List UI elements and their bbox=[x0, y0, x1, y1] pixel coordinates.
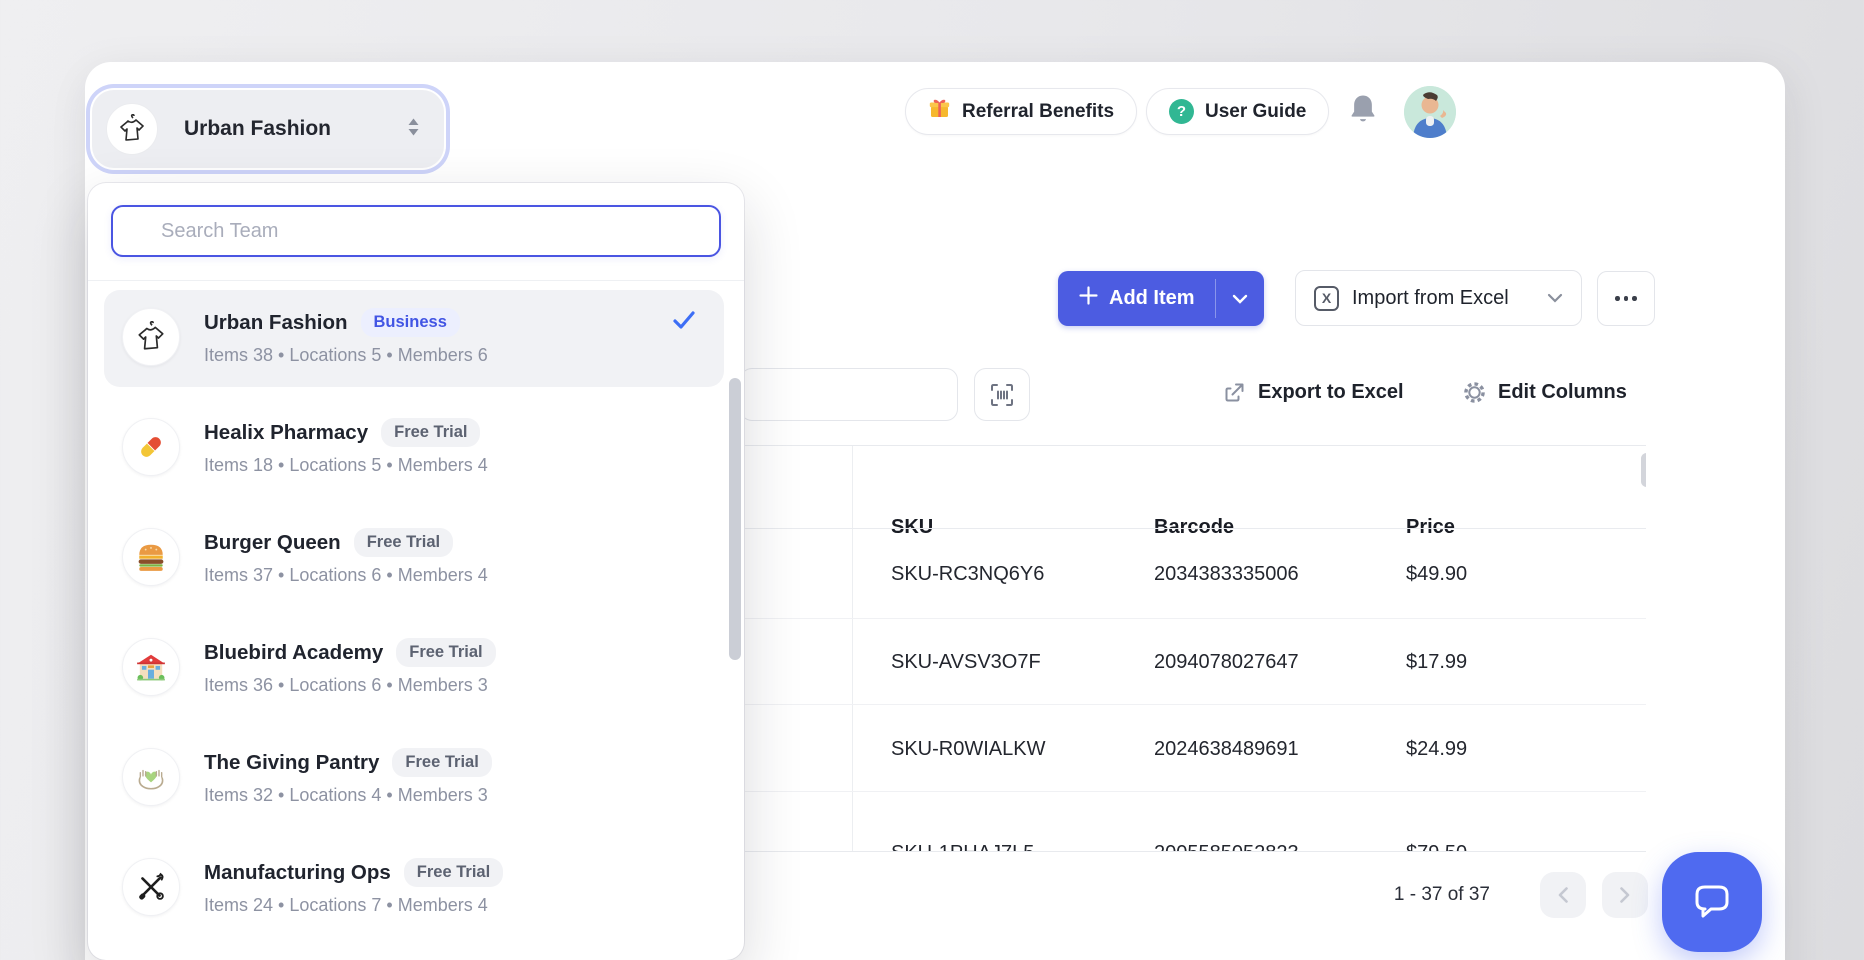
team-dropdown-panel: Urban Fashion Business Items 38 • Locati… bbox=[88, 183, 744, 960]
giving-hands-icon bbox=[122, 748, 180, 806]
team-item-urban-fashion[interactable]: Urban Fashion Business Items 38 • Locati… bbox=[104, 290, 724, 387]
add-item-split-button: Add Item bbox=[1058, 271, 1264, 326]
plus-icon bbox=[1078, 285, 1099, 312]
team-switcher-label: Urban Fashion bbox=[184, 117, 332, 140]
chevron-right-icon bbox=[1620, 887, 1630, 903]
question-icon: ? bbox=[1169, 99, 1194, 124]
chat-launcher-button[interactable] bbox=[1662, 852, 1762, 952]
edit-columns-button[interactable]: Edit Columns bbox=[1462, 380, 1627, 405]
more-actions-button[interactable] bbox=[1597, 271, 1655, 326]
barcode-icon bbox=[991, 383, 1013, 406]
table-scrollbar[interactable] bbox=[1641, 453, 1646, 487]
tshirt-icon bbox=[122, 308, 180, 366]
cell-barcode: 2024638489691 bbox=[1154, 738, 1299, 760]
team-item-healix-pharmacy[interactable]: Healix Pharmacy Free Trial Items 18 • Lo… bbox=[104, 400, 724, 497]
cell-barcode: 2005585052823 bbox=[1154, 842, 1299, 851]
header-divider bbox=[745, 528, 1646, 529]
team-item-manufacturing-ops[interactable]: Manufacturing Ops Free Trial Items 24 • … bbox=[104, 840, 724, 937]
team-name: Healix Pharmacy bbox=[204, 420, 369, 444]
referral-benefits-button[interactable]: Referral Benefits bbox=[905, 88, 1138, 135]
plan-badge: Free Trial bbox=[396, 638, 496, 667]
team-name: Burger Queen bbox=[204, 530, 341, 554]
gift-icon bbox=[928, 97, 951, 126]
cell-sku: SKU-R0WIALKW bbox=[891, 738, 1046, 760]
cell-price: $17.99 bbox=[1406, 651, 1468, 673]
cell-price: $49.90 bbox=[1406, 563, 1468, 585]
tshirt-icon bbox=[106, 103, 158, 155]
burger-icon bbox=[122, 528, 180, 586]
team-name: Bluebird Academy bbox=[204, 640, 384, 664]
import-from-excel-label: Import from Excel bbox=[1352, 286, 1509, 309]
barcode-scan-button[interactable] bbox=[974, 368, 1030, 421]
selected-check-icon bbox=[673, 311, 695, 329]
gear-icon bbox=[1464, 382, 1485, 403]
cell-sku: SKU-AVSV3O7F bbox=[891, 651, 1041, 673]
school-icon bbox=[122, 638, 180, 696]
team-stats: Items 24 • Locations 7 • Members 4 bbox=[204, 895, 488, 915]
user-guide-button[interactable]: ? User Guide bbox=[1146, 88, 1330, 135]
team-name: The Giving Pantry bbox=[204, 750, 380, 774]
notifications-bell-icon[interactable] bbox=[1346, 92, 1380, 133]
tools-icon bbox=[122, 858, 180, 916]
previous-page-button[interactable] bbox=[1540, 872, 1586, 918]
select-arrows-icon bbox=[407, 117, 420, 142]
import-from-excel-button[interactable]: X Import from Excel bbox=[1295, 270, 1582, 326]
dropdown-scrollbar[interactable] bbox=[729, 378, 741, 660]
chevron-down-icon bbox=[1547, 293, 1563, 303]
chevron-left-icon bbox=[1558, 887, 1568, 903]
items-table: SKU Barcode Price SKU-RC3NQ6Y6 203438333… bbox=[744, 445, 1646, 852]
cell-barcode: 2034383335006 bbox=[1154, 563, 1299, 585]
plan-badge: Free Trial bbox=[381, 418, 481, 447]
team-stats: Items 36 • Locations 6 • Members 3 bbox=[204, 675, 488, 695]
add-item-menu-button[interactable] bbox=[1216, 271, 1264, 326]
cell-sku: SKU-1PHAJ7L5 bbox=[891, 842, 1034, 851]
cell-barcode: 2094078027647 bbox=[1154, 651, 1299, 673]
chat-bubble-icon bbox=[1695, 885, 1729, 918]
user-avatar[interactable] bbox=[1404, 86, 1456, 138]
team-stats: Items 18 • Locations 5 • Members 4 bbox=[204, 455, 488, 475]
team-stats: Items 38 • Locations 5 • Members 6 bbox=[204, 345, 488, 365]
chevron-down-icon bbox=[1232, 294, 1247, 304]
team-stats: Items 37 • Locations 6 • Members 4 bbox=[204, 565, 488, 585]
add-item-button[interactable]: Add Item bbox=[1058, 271, 1215, 326]
column-header-price[interactable]: Price bbox=[1406, 516, 1455, 538]
team-switcher-button[interactable]: Urban Fashion bbox=[92, 90, 444, 168]
next-page-button[interactable] bbox=[1602, 872, 1648, 918]
plan-badge: Business bbox=[360, 308, 460, 337]
plan-badge: Free Trial bbox=[403, 858, 504, 887]
cell-price: $24.99 bbox=[1406, 738, 1468, 760]
plan-badge: Free Trial bbox=[353, 528, 454, 557]
cell-sku: SKU-RC3NQ6Y6 bbox=[891, 563, 1045, 585]
export-to-excel-button[interactable]: Export to Excel bbox=[1222, 380, 1404, 405]
column-divider bbox=[852, 446, 853, 851]
edit-columns-label: Edit Columns bbox=[1498, 381, 1627, 403]
divider bbox=[88, 280, 744, 281]
team-item-burger-queen[interactable]: Burger Queen Free Trial Items 37 • Locat… bbox=[104, 510, 724, 607]
team-item-the-giving-pantry[interactable]: The Giving Pantry Free Trial Items 32 • … bbox=[104, 730, 724, 827]
pill-icon bbox=[122, 418, 180, 476]
team-search-input[interactable] bbox=[111, 205, 721, 257]
divider bbox=[1214, 279, 1216, 318]
item-search-input[interactable] bbox=[740, 368, 958, 421]
team-name: Manufacturing Ops bbox=[204, 860, 391, 884]
excel-icon: X bbox=[1314, 285, 1339, 311]
user-guide-label: User Guide bbox=[1205, 100, 1307, 122]
team-name: Urban Fashion bbox=[204, 310, 348, 334]
plan-badge: Free Trial bbox=[392, 748, 492, 777]
team-item-bluebird-academy[interactable]: Bluebird Academy Free Trial Items 36 • L… bbox=[104, 620, 724, 717]
column-header-sku[interactable]: SKU bbox=[891, 516, 934, 538]
team-stats: Items 32 • Locations 4 • Members 3 bbox=[204, 785, 488, 805]
export-to-excel-label: Export to Excel bbox=[1258, 381, 1404, 403]
add-item-label: Add Item bbox=[1109, 287, 1195, 309]
pagination-range: 1 - 37 of 37 bbox=[1393, 884, 1490, 905]
column-header-barcode[interactable]: Barcode bbox=[1154, 516, 1235, 538]
export-icon bbox=[1225, 383, 1244, 402]
referral-benefits-label: Referral Benefits bbox=[962, 100, 1115, 122]
ellipsis-icon bbox=[1615, 296, 1620, 301]
cell-price: $79.50 bbox=[1406, 842, 1467, 851]
